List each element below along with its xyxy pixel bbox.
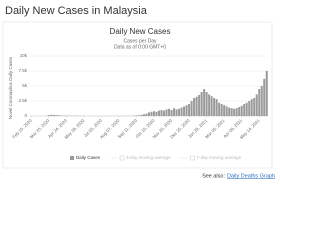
bar bbox=[223, 105, 226, 116]
bar bbox=[253, 98, 256, 116]
bar bbox=[158, 110, 161, 116]
bar bbox=[195, 96, 198, 116]
bar bbox=[57, 115, 60, 116]
bar bbox=[163, 110, 166, 116]
bar bbox=[185, 105, 188, 116]
bar bbox=[258, 89, 261, 116]
bar bbox=[137, 115, 140, 116]
legend-label[interactable]: Daily Cases bbox=[76, 155, 101, 160]
bar bbox=[248, 101, 251, 116]
chart-title: Daily New Cases bbox=[110, 27, 171, 36]
bar bbox=[145, 113, 148, 116]
bar bbox=[250, 99, 253, 116]
chart-subtitle: Data as of 0:00 GMT+0 bbox=[114, 44, 166, 50]
y-tick-label: 7.5k bbox=[18, 68, 27, 73]
bar bbox=[155, 111, 158, 116]
y-tick-label: 5k bbox=[22, 83, 28, 88]
bar bbox=[228, 107, 231, 116]
bar bbox=[233, 108, 236, 116]
bar bbox=[255, 94, 258, 116]
bar bbox=[55, 115, 58, 116]
bar bbox=[147, 112, 151, 116]
y-tick-label: 0 bbox=[24, 113, 27, 118]
bar bbox=[168, 108, 171, 116]
bar bbox=[50, 114, 53, 116]
bar bbox=[52, 114, 55, 116]
bar bbox=[173, 108, 176, 116]
bar bbox=[205, 92, 208, 116]
bar bbox=[200, 92, 203, 116]
legend-swatch[interactable] bbox=[70, 156, 74, 160]
page: Daily New Cases in Malaysia Daily New Ca… bbox=[2, 5, 275, 179]
y-tick-label: 10k bbox=[20, 53, 28, 58]
legend-checkbox[interactable] bbox=[119, 155, 125, 161]
bar bbox=[198, 95, 201, 116]
legend-checkbox[interactable] bbox=[190, 155, 195, 161]
chart-subtitle: Cases per Day bbox=[123, 38, 157, 44]
see-also-label: See also: bbox=[202, 173, 225, 179]
bar bbox=[188, 104, 191, 116]
bar bbox=[160, 110, 163, 116]
y-tick-label: 2.5k bbox=[18, 98, 27, 103]
bar bbox=[225, 106, 228, 116]
bar bbox=[183, 106, 186, 116]
bar bbox=[47, 115, 50, 116]
page-title: Daily New Cases in Malaysia bbox=[5, 5, 148, 17]
bar bbox=[245, 102, 248, 116]
bar bbox=[218, 102, 221, 116]
bar bbox=[243, 104, 246, 116]
y-axis-label: Novel Coronavirus Daily Cases bbox=[8, 56, 13, 119]
bar bbox=[213, 98, 216, 116]
bar bbox=[150, 111, 153, 116]
bar bbox=[230, 108, 233, 116]
bar bbox=[170, 110, 173, 116]
bar bbox=[263, 78, 266, 116]
legend-label[interactable]: 7-day moving average bbox=[197, 155, 242, 160]
bar bbox=[140, 114, 143, 116]
legend-label[interactable]: 3-day moving average bbox=[126, 155, 171, 160]
bar bbox=[240, 105, 243, 116]
bar bbox=[210, 96, 213, 116]
bar bbox=[215, 99, 218, 116]
bar bbox=[238, 107, 241, 116]
bar bbox=[260, 86, 263, 116]
bar bbox=[190, 101, 193, 116]
bar bbox=[193, 98, 196, 116]
bar bbox=[235, 108, 238, 116]
bar bbox=[208, 94, 211, 116]
bar bbox=[203, 89, 206, 116]
bar bbox=[220, 104, 223, 116]
bar bbox=[165, 109, 168, 116]
bar bbox=[178, 108, 181, 116]
bar bbox=[153, 111, 156, 116]
chart-frame bbox=[2, 21, 273, 169]
see-also-link[interactable]: Daily Deaths Graph bbox=[227, 173, 275, 179]
bar bbox=[142, 114, 145, 116]
bar bbox=[265, 71, 268, 116]
bar bbox=[180, 107, 183, 116]
bar bbox=[175, 109, 178, 116]
